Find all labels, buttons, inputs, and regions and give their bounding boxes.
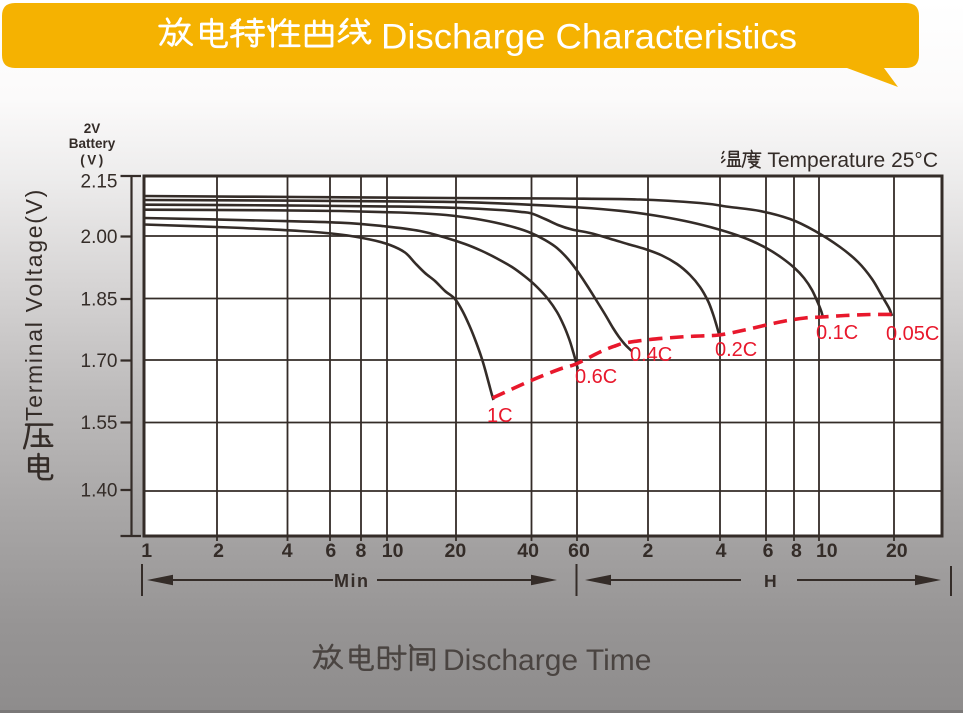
svg-text:1: 1 [141,540,152,562]
svg-text:10: 10 [816,540,838,562]
svg-text:Min: Min [334,571,370,591]
svg-text:1.40: 1.40 [81,481,118,502]
svg-text:2.15: 2.15 [81,172,118,193]
svg-text:8: 8 [355,540,366,562]
svg-text:0.6C: 0.6C [575,366,617,388]
svg-text:60: 60 [568,540,590,562]
svg-text:0.05C: 0.05C [886,323,939,345]
svg-text:1.55: 1.55 [81,413,118,434]
svg-text:0.4C: 0.4C [630,344,672,366]
svg-text:8: 8 [791,540,802,562]
svg-text:(V): (V) [80,153,106,168]
svg-text:Discharge Time: Discharge Time [443,644,651,677]
svg-text:20: 20 [445,540,467,562]
svg-text:1.85: 1.85 [81,290,118,311]
svg-text:2V: 2V [84,121,101,136]
svg-text:Temperature 25°C: Temperature 25°C [767,149,938,172]
svg-text:Battery: Battery [69,136,116,151]
svg-text:Discharge Characteristics: Discharge Characteristics [381,18,797,57]
svg-text:20: 20 [886,540,908,562]
svg-text:2: 2 [642,540,653,562]
svg-text:1C: 1C [487,405,513,427]
svg-text:6: 6 [763,540,774,562]
svg-text:4: 4 [716,540,727,562]
svg-text:2.00: 2.00 [81,227,118,248]
svg-text:10: 10 [382,540,404,562]
svg-text:40: 40 [517,540,539,562]
svg-text:Terminal Voltage(V): Terminal Voltage(V) [21,188,47,421]
svg-text:0.2C: 0.2C [715,339,757,361]
svg-text:6: 6 [325,540,336,562]
svg-text:4: 4 [282,540,293,562]
svg-text:H: H [764,571,777,591]
svg-text:2: 2 [213,540,224,562]
svg-text:0.1C: 0.1C [816,322,858,344]
svg-text:1.70: 1.70 [81,351,118,372]
